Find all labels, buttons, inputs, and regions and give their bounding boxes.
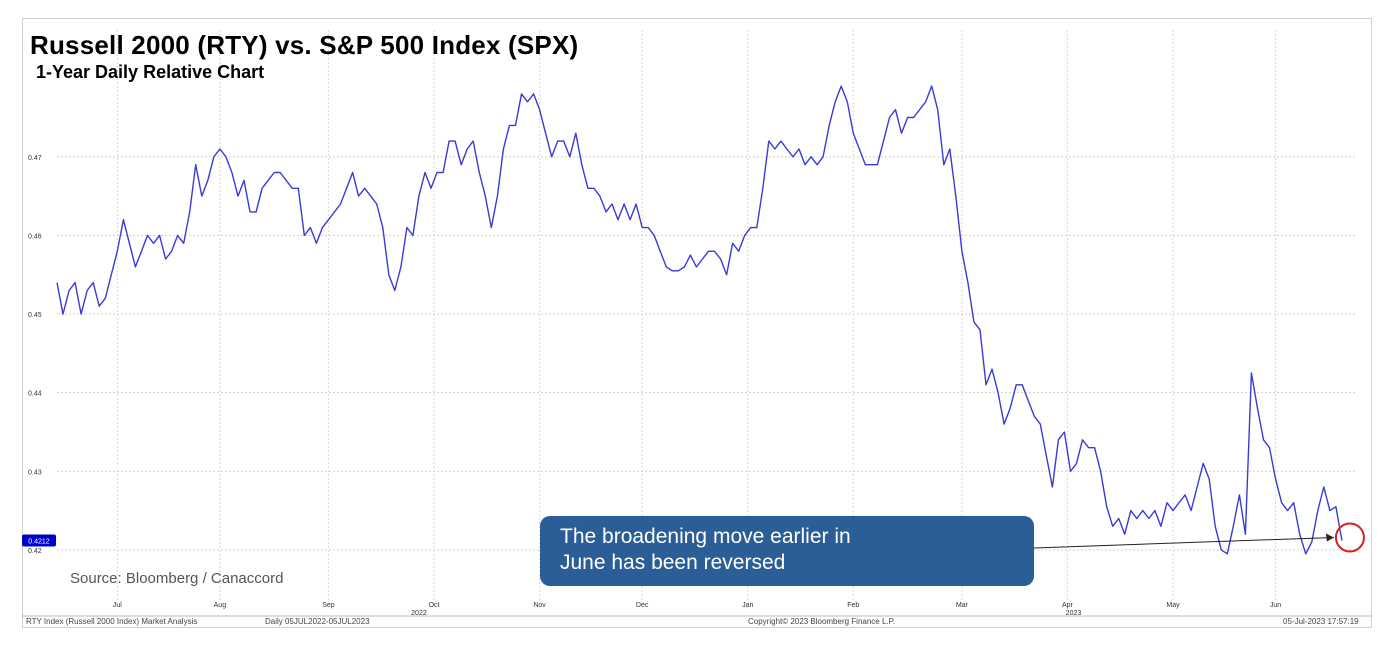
y-tick-label: 0.45 <box>28 312 42 319</box>
source-label: Source: Bloomberg / Canaccord <box>70 570 284 587</box>
annotation-callout: The broadening move earlier in June has … <box>540 516 1034 586</box>
x-tick-label: Jan <box>742 602 753 609</box>
series-line <box>56 85 1343 555</box>
callout-line-1: The broadening move earlier in <box>560 525 851 548</box>
last-value-label: 0.4212 <box>28 538 50 545</box>
x-tick-label: May <box>1166 602 1180 609</box>
footer-timestamp: 05-Jul-2023 17:57:19 <box>1283 617 1359 626</box>
y-tick-label: 0.47 <box>28 155 42 162</box>
y-tick-label: 0.44 <box>28 391 42 398</box>
x-tick-label: Mar <box>956 602 969 609</box>
x-tick-label: Nov <box>533 602 546 609</box>
y-tick-label: 0.42 <box>28 548 42 555</box>
x-tick-label: Jul <box>113 602 122 609</box>
x-tick-label: Feb <box>847 602 859 609</box>
x-tick-label: Sep <box>322 602 335 609</box>
annotation-circle <box>1334 522 1365 553</box>
footer-index-label: RTY Index (Russell 2000 Index) Market An… <box>26 617 198 626</box>
chart-title: Russell 2000 (RTY) vs. S&P 500 Index (SP… <box>30 30 579 60</box>
x-year-label: 2023 <box>1066 610 1082 617</box>
footer-period: Daily 05JUL2022-05JUL2023 <box>265 617 370 626</box>
annotation-arrowhead <box>1325 533 1334 542</box>
x-tick-label: Oct <box>429 602 440 609</box>
x-tick-label: Dec <box>636 602 649 609</box>
chart-subtitle: 1-Year Daily Relative Chart <box>36 62 265 82</box>
y-tick-label: 0.46 <box>28 233 42 240</box>
x-tick-label: Aug <box>214 602 227 609</box>
y-tick-label: 0.43 <box>28 469 42 476</box>
annotation-arrow <box>1033 536 1334 549</box>
chart-plot: 0.42 0.43 0.44 0.45 0.46 0.47 Jul Aug Sep Oct Nov D… <box>22 30 1372 617</box>
x-tick-label: Apr <box>1062 602 1074 609</box>
callout-line-2: June has been reversed <box>560 551 786 574</box>
x-tick-label: Jun <box>1270 602 1281 609</box>
x-year-label: 2022 <box>411 610 427 617</box>
footer-copyright: Copyright© 2023 Bloomberg Finance L.P. <box>748 617 896 626</box>
last-value-badge <box>22 534 56 547</box>
